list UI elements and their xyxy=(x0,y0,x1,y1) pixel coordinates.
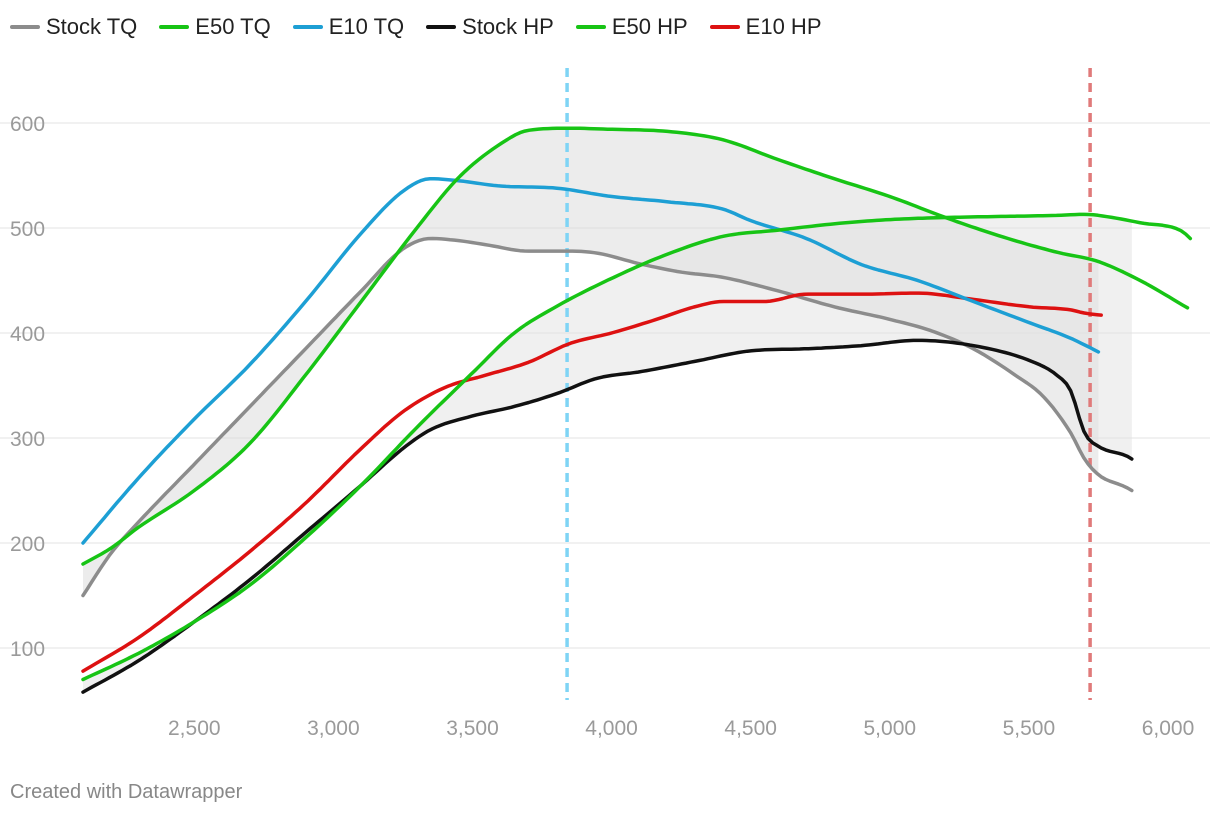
y-tick-label: 400 xyxy=(10,323,45,346)
x-tick-label: 6,000 xyxy=(1142,717,1195,740)
legend-label: E10 HP xyxy=(745,14,822,39)
x-tick-label: 5,000 xyxy=(864,717,917,740)
line-e50-hp xyxy=(81,212,1193,682)
legend: Stock TQ E50 TQ E10 TQ Stock HP E50 HP E… xyxy=(10,14,822,40)
y-tick-label: 600 xyxy=(10,113,45,136)
legend-swatch xyxy=(10,25,40,29)
x-tick-label: 5,500 xyxy=(1003,717,1056,740)
x-tick-label: 3,000 xyxy=(307,717,360,740)
x-tick-label: 2,500 xyxy=(168,717,221,740)
legend-swatch xyxy=(575,25,606,29)
y-tick-label: 300 xyxy=(10,428,45,451)
line-stock-hp xyxy=(81,338,1134,694)
legend-label: Stock HP xyxy=(462,14,554,39)
legend-item-e50-tq: E50 TQ xyxy=(159,14,271,40)
legend-item-stock-tq: Stock TQ xyxy=(10,14,137,40)
legend-swatch xyxy=(709,25,740,29)
legend-item-e50-hp: E50 HP xyxy=(575,14,688,40)
legend-label: E50 TQ xyxy=(195,14,271,39)
line-e50-tq xyxy=(81,126,1190,566)
x-tick-label: 4,500 xyxy=(724,717,777,740)
legend-swatch xyxy=(159,25,190,29)
legend-swatch xyxy=(426,25,457,29)
x-tick-label: 4,000 xyxy=(585,717,638,740)
y-tick-label: 200 xyxy=(10,533,45,556)
legend-label: Stock TQ xyxy=(46,14,138,39)
legend-item-stock-hp: Stock HP xyxy=(426,14,554,40)
x-tick-label: 3,500 xyxy=(446,717,499,740)
y-tick-label: 500 xyxy=(10,218,45,241)
hp-band xyxy=(83,214,1132,693)
line-e10-hp xyxy=(81,291,1103,673)
line-stock-tq xyxy=(81,236,1134,598)
credit-text: Created with Datawrapper xyxy=(10,781,243,803)
legend-label: E10 TQ xyxy=(328,14,405,39)
legend-swatch xyxy=(292,25,323,29)
legend-item-e10-tq: E10 TQ xyxy=(292,14,405,40)
y-tick-label: 100 xyxy=(10,638,45,661)
legend-item-e10-hp: E10 HP xyxy=(709,14,822,40)
legend-label: E50 HP xyxy=(611,14,688,39)
line-e10-tq xyxy=(81,176,1101,545)
